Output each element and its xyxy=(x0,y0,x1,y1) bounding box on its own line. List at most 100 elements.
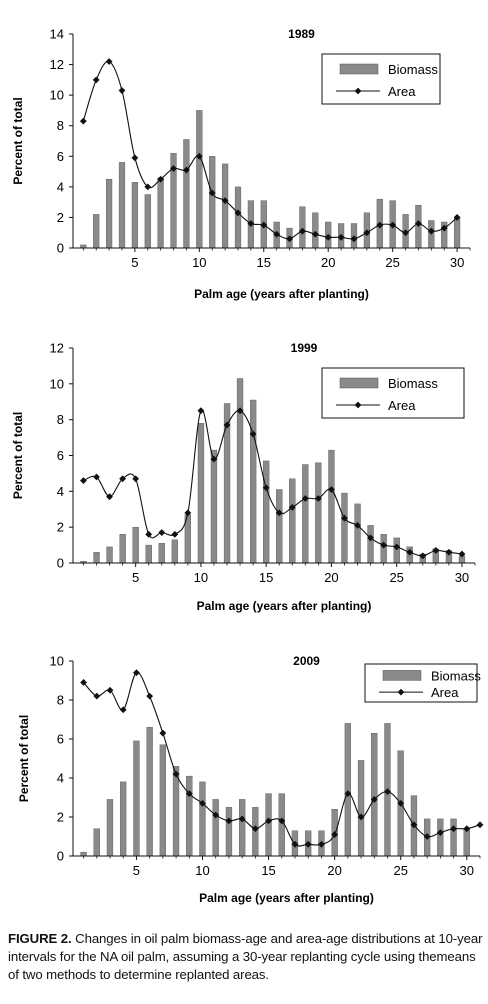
x-tick-label-30: 30 xyxy=(450,255,464,270)
x-axis-label: Palm age (years after planting) xyxy=(199,891,374,905)
y-axis-label: Percent of total xyxy=(11,97,25,184)
area-point-21 xyxy=(337,233,345,241)
area-point-16 xyxy=(273,230,281,238)
area-point-27 xyxy=(419,552,427,560)
area-point-28 xyxy=(432,547,440,554)
area-point-20 xyxy=(328,486,335,493)
area-point-30 xyxy=(463,825,471,833)
chart-title: 1989 xyxy=(288,27,315,41)
area-point-9 xyxy=(183,166,190,174)
x-tick-label-15: 15 xyxy=(257,255,271,270)
area-point-8 xyxy=(170,165,177,172)
area-point-17 xyxy=(291,840,299,848)
area-point-19 xyxy=(314,495,322,502)
biomass-bar-7 xyxy=(158,543,165,564)
chart-2009: 0 2 4 6 8 10 5 10 15 20 25 30 2009 Palm age (years af… xyxy=(17,654,484,905)
biomass-bar-23 xyxy=(367,525,374,564)
biomass-bar-21 xyxy=(341,492,348,564)
biomass-bar-15 xyxy=(263,460,270,564)
area-point-5 xyxy=(132,475,140,483)
y-tick-label-12: 12 xyxy=(50,57,64,72)
area-point-9 xyxy=(184,509,192,517)
area-point-13 xyxy=(234,209,242,217)
y-tick-label-10: 10 xyxy=(50,376,64,391)
y-tick-label-14: 14 xyxy=(50,27,64,42)
biomass-bar-23 xyxy=(371,732,378,857)
biomass-bar-9 xyxy=(186,775,193,857)
area-point-8 xyxy=(172,770,180,778)
biomass-bar-18 xyxy=(299,206,306,249)
figure-caption-text: Changes in oil palm biomass-age and area… xyxy=(8,931,483,982)
area-point-7 xyxy=(159,729,167,737)
biomass-bar-11 xyxy=(210,449,218,564)
y-tick-label-4: 4 xyxy=(57,484,64,499)
chart-panel-1989: 0 2 4 6 8 10 12 14 5 10 15 20 25 30 1989 Palm age (year… xyxy=(0,0,488,310)
area-point-27 xyxy=(423,833,431,840)
y-tick-label-0: 0 xyxy=(57,241,64,256)
area-line-series xyxy=(83,409,462,557)
area-point-10 xyxy=(197,407,205,415)
x-tick-label-20: 20 xyxy=(327,863,341,878)
biomass-bar-2 xyxy=(93,214,100,249)
biomass-bar-7 xyxy=(157,177,164,249)
y-tick-label-2: 2 xyxy=(57,520,64,535)
area-point-9 xyxy=(185,790,193,797)
biomass-bar-17 xyxy=(289,478,296,564)
area-point-18 xyxy=(299,227,306,235)
x-tick-label-15: 15 xyxy=(261,863,275,878)
x-tick-label-10: 10 xyxy=(192,255,206,270)
x-tick-label-25: 25 xyxy=(385,255,399,270)
legend-biomass-swatch xyxy=(339,63,379,75)
y-tick-label-8: 8 xyxy=(57,693,64,708)
legend-area-label: Area xyxy=(388,84,416,99)
legend-biomass-label: Biomass xyxy=(388,62,438,77)
figure-caption-label: FIGURE 2. xyxy=(8,931,72,946)
x-tick-label-5: 5 xyxy=(132,570,139,585)
biomass-bar-22 xyxy=(357,760,365,857)
chart-panel-2009: 0 2 4 6 8 10 5 10 15 20 25 30 2009 Palm age (years af… xyxy=(0,640,488,920)
area-point-6 xyxy=(145,530,153,538)
area-point-21 xyxy=(341,514,348,522)
y-tick-label-8: 8 xyxy=(57,118,64,133)
area-point-7 xyxy=(157,175,165,183)
biomass-bar-13 xyxy=(238,799,246,857)
x-tick-label-30: 30 xyxy=(455,570,469,585)
area-point-10 xyxy=(199,799,206,807)
biomass-bar-5 xyxy=(131,182,139,249)
y-tick-label-2: 2 xyxy=(57,210,64,225)
x-tick-label-5: 5 xyxy=(133,863,140,878)
biomass-bar-2 xyxy=(93,552,100,564)
area-point-22 xyxy=(354,521,361,529)
area-point-16 xyxy=(275,509,283,517)
area-point-26 xyxy=(402,229,409,237)
biomass-bar-30 xyxy=(463,828,470,857)
y-tick-label-6: 6 xyxy=(57,732,64,747)
biomass-bar-4 xyxy=(119,534,126,564)
chart-1989: 0 2 4 6 8 10 12 14 5 10 15 20 25 30 1989 Palm age (year… xyxy=(11,27,471,301)
biomass-bar-12 xyxy=(225,807,233,857)
y-tick-label-4: 4 xyxy=(57,179,64,194)
area-point-20 xyxy=(331,831,339,838)
x-tick-label-20: 20 xyxy=(324,570,338,585)
biomass-bar-1 xyxy=(80,851,87,857)
area-point-4 xyxy=(118,87,126,94)
area-point-19 xyxy=(318,840,325,848)
x-tick-label-10: 10 xyxy=(195,863,209,878)
area-point-12 xyxy=(225,817,233,825)
biomass-bar-25 xyxy=(393,537,400,564)
y-tick-label-0: 0 xyxy=(57,556,64,571)
area-point-15 xyxy=(262,484,270,492)
biomass-bar-10 xyxy=(196,110,203,249)
biomass-bar-11 xyxy=(212,799,219,857)
area-point-1 xyxy=(80,679,87,686)
area-point-11 xyxy=(208,189,216,197)
area-point-24 xyxy=(384,788,391,796)
area-point-7 xyxy=(158,529,166,536)
y-axis-label: Percent of total xyxy=(11,412,25,499)
biomass-bar-9 xyxy=(183,139,190,249)
y-tick-label-0: 0 xyxy=(57,849,64,864)
area-point-25 xyxy=(393,543,401,551)
biomass-bar-18 xyxy=(302,464,309,564)
legend-area-label: Area xyxy=(388,398,416,413)
area-point-17 xyxy=(288,504,296,511)
